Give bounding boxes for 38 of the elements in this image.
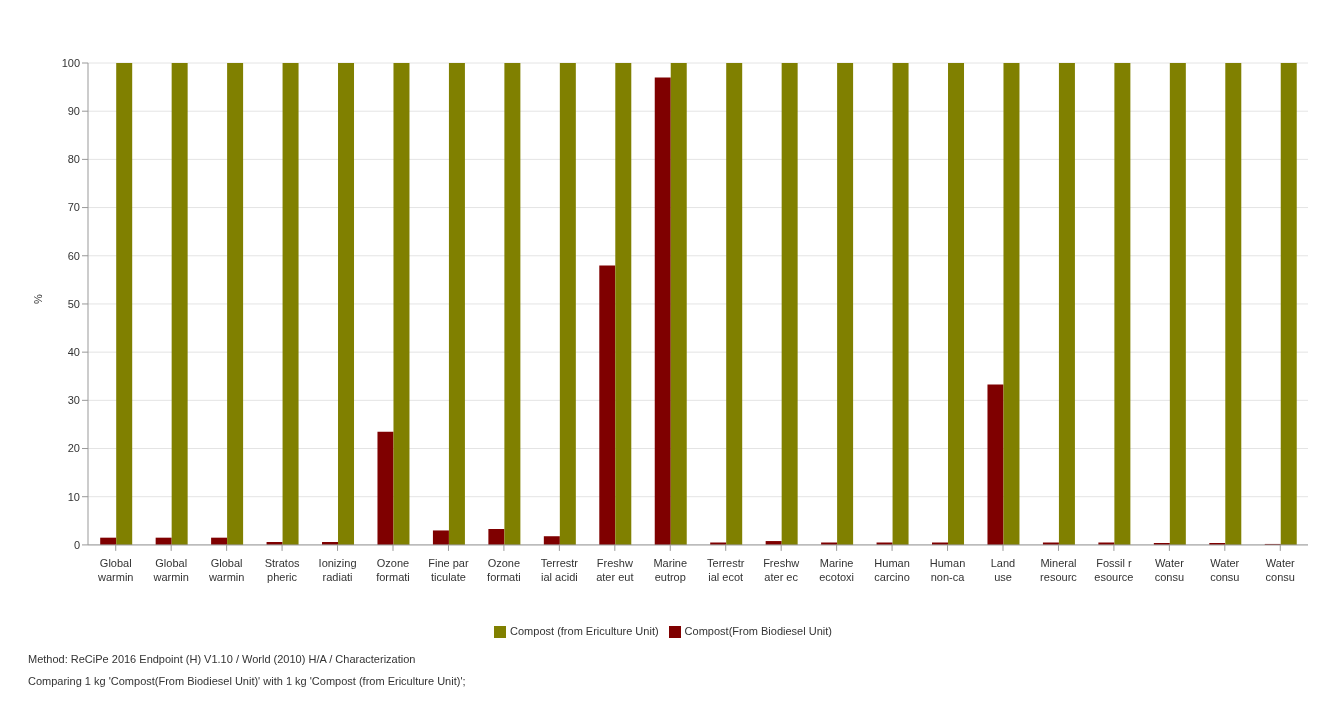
- y-tick-label: 40: [67, 346, 80, 359]
- x-tick-label: Land use: [990, 556, 1016, 583]
- y-tick-label: 100: [61, 56, 80, 69]
- y-tick-label: 60: [67, 249, 80, 262]
- legend-label: Compost(From Biodiesel Unit): [684, 624, 832, 637]
- y-tick-label: 30: [67, 394, 80, 407]
- x-tick-label: Terrestr ial acidi: [540, 556, 579, 583]
- x-tick-label: Freshw ater ec: [763, 556, 800, 583]
- x-tick-label: Human non-ca: [929, 556, 966, 583]
- y-tick-label: 90: [67, 105, 80, 118]
- x-tick-label: Water consu: [1210, 556, 1240, 583]
- x-tick-label: Global warmin: [207, 556, 245, 583]
- x-tick-label: Stratos pheric: [264, 556, 301, 583]
- y-tick-label: 80: [67, 153, 80, 166]
- x-tick-label: Marine eutrop: [653, 556, 688, 583]
- y-tick-label: 20: [67, 442, 80, 455]
- x-tick-label: Water consu: [1154, 556, 1185, 583]
- text: Comparing 1 kg 'Compost(From Biodiesel Unit)' with 1 kg 'Compost (from Ericulture Unit)';: [28, 674, 467, 689]
- y-tick-label: 0: [73, 538, 80, 551]
- x-tick-label: Ionizing radiati: [318, 556, 357, 583]
- x-tick-label: Fossil r esource: [1094, 556, 1134, 583]
- y-tick-label: 10: [67, 490, 80, 503]
- x-tick-label: Water consu: [1265, 556, 1296, 583]
- x-tick-label: Mineral resourc: [1040, 556, 1078, 583]
- y-axis-title: %: [31, 293, 44, 304]
- y-tick-label: 50: [67, 297, 80, 310]
- text: Method: ReCiPe 2016 Endpoint (H) V1.10 / World (2010) H/A / Characterization: [28, 652, 417, 667]
- x-tick-label: Terrestr ial ecot: [707, 556, 745, 583]
- y-tick-label: 70: [67, 201, 80, 214]
- x-tick-label: Marine ecotoxi: [819, 556, 855, 583]
- x-tick-label: Ozone formati: [487, 556, 521, 583]
- legend-label: Compost (from Ericulture Unit): [510, 624, 659, 637]
- x-tick-label: Fine par ticulate: [428, 556, 469, 583]
- x-tick-label: Ozone formati: [376, 556, 410, 583]
- x-tick-label: Human carcino: [874, 556, 910, 583]
- x-tick-label: Global warmin: [97, 556, 134, 583]
- x-tick-label: Global warmin: [152, 556, 189, 583]
- x-tick-label: Freshw ater eut: [596, 556, 634, 583]
